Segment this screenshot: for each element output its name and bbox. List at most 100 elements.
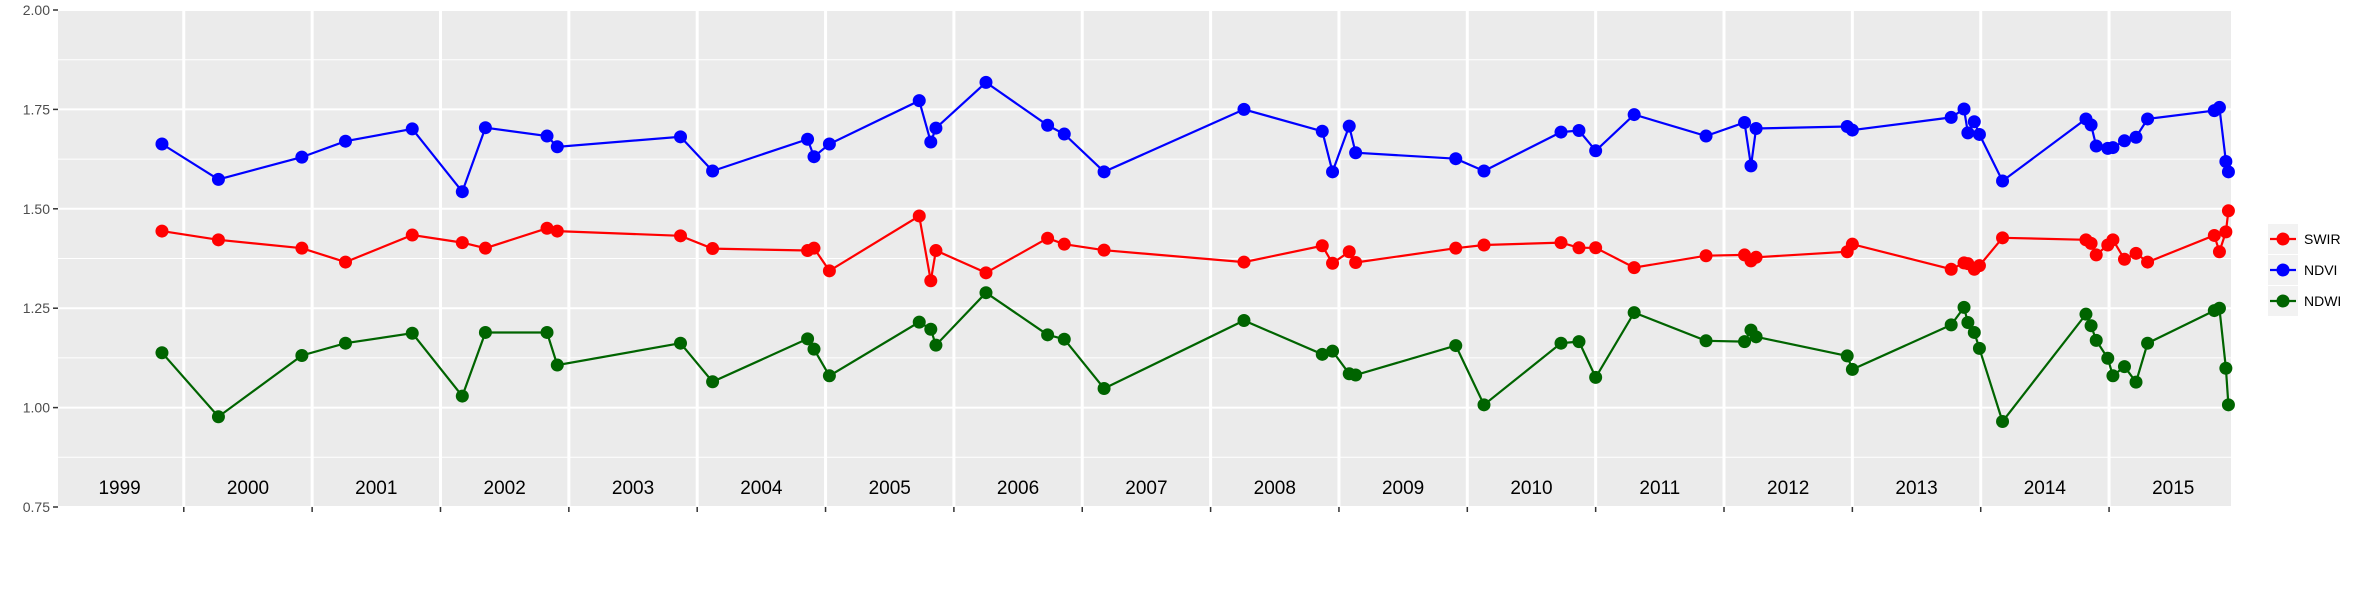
legend: SWIR NDVI NDWI (2268, 224, 2341, 316)
data-point-ndvi (1589, 144, 1603, 158)
data-point-ndwi (706, 375, 720, 389)
data-point-ndvi (455, 185, 469, 199)
y-tick-label: 1.00 (23, 400, 50, 416)
data-point-swir (912, 209, 926, 223)
data-point-swir (822, 264, 836, 278)
legend-item-ndwi: NDWI (2268, 286, 2341, 316)
data-point-ndvi (1477, 164, 1491, 178)
data-point-ndvi (1572, 123, 1586, 137)
legend-key-point (2276, 232, 2290, 246)
series-ndwi (155, 286, 2235, 429)
data-point-ndvi (2089, 139, 2103, 153)
data-point-swir (2212, 245, 2226, 259)
data-point-ndvi (1972, 127, 1986, 141)
legend-label: NDWI (2304, 293, 2341, 309)
data-point-ndwi (1572, 335, 1586, 349)
data-point-ndwi (1349, 368, 1363, 382)
data-point-ndwi (1845, 362, 1859, 376)
year-label: 2009 (1382, 478, 1424, 499)
data-point-ndwi (550, 358, 564, 372)
data-point-ndvi (211, 172, 225, 186)
year-label: 2010 (1510, 478, 1552, 499)
data-point-ndwi (1957, 300, 1971, 314)
data-point-ndwi (2101, 351, 2115, 365)
data-point-swir (1845, 237, 1859, 251)
data-point-swir (478, 241, 492, 255)
data-point-ndvi (1996, 174, 2010, 188)
data-point-swir (2084, 236, 2098, 250)
data-point-ndwi (1057, 332, 1071, 346)
data-point-ndwi (1589, 370, 1603, 384)
data-point-swir (2089, 248, 2103, 262)
data-point-swir (2129, 246, 2143, 260)
data-point-ndvi (929, 121, 943, 135)
data-point-swir (1589, 241, 1603, 255)
data-point-ndwi (1237, 314, 1251, 328)
year-label: 2004 (740, 478, 783, 499)
legend-item-ndvi: NDVI (2268, 255, 2337, 285)
data-point-swir (1041, 231, 1055, 245)
data-point-swir (405, 228, 419, 242)
data-point-swir (1749, 250, 1763, 264)
data-point-ndwi (1041, 328, 1055, 342)
data-point-swir (2221, 204, 2235, 218)
year-annotations: 1999 2000 2001 2002 2003 2004 2005 2006 2007 2008… (98, 478, 2194, 499)
data-point-ndwi (1996, 415, 2010, 429)
y-tick-label: 1.25 (23, 300, 50, 316)
year-label: 2015 (2152, 478, 2194, 499)
year-label: 2013 (1895, 478, 1937, 499)
data-point-swir (979, 266, 993, 280)
data-point-ndwi (540, 325, 554, 339)
series-layer (155, 75, 2235, 429)
data-point-ndwi (1961, 316, 1975, 330)
data-point-ndvi (2117, 134, 2131, 148)
data-point-swir (1972, 259, 1986, 273)
data-point-ndwi (929, 338, 943, 352)
data-point-swir (1237, 255, 1251, 269)
data-point-ndwi (2219, 361, 2233, 375)
legend-label: SWIR (2304, 231, 2341, 247)
data-point-ndwi (979, 286, 993, 300)
gridlines (58, 9, 2231, 508)
data-point-ndwi (924, 322, 938, 336)
year-label: 1999 (98, 478, 140, 499)
data-point-ndwi (1749, 330, 1763, 344)
data-point-swir (1627, 261, 1641, 275)
data-point-ndwi (1326, 344, 1340, 358)
data-point-ndvi (1744, 159, 1758, 173)
data-point-ndvi (706, 164, 720, 178)
data-point-ndvi (1749, 121, 1763, 135)
data-point-swir (2141, 255, 2155, 269)
data-point-ndvi (295, 150, 309, 164)
data-point-ndvi (339, 134, 353, 148)
data-point-ndvi (1738, 116, 1752, 130)
y-axis: 0.75 1.00 1.25 1.50 1.75 2.00 (23, 2, 58, 515)
data-point-ndvi (801, 132, 815, 146)
data-point-swir (929, 244, 943, 258)
data-point-ndvi (155, 137, 169, 151)
data-point-ndvi (807, 150, 821, 164)
data-point-ndwi (1097, 382, 1111, 396)
data-point-swir (674, 229, 688, 243)
data-point-ndvi (822, 137, 836, 151)
data-point-ndwi (295, 349, 309, 363)
data-point-swir (550, 224, 564, 238)
data-point-swir (1699, 249, 1713, 263)
data-point-ndwi (822, 369, 836, 383)
data-point-swir (1326, 256, 1340, 270)
data-point-ndvi (1967, 115, 1981, 129)
data-point-swir (1349, 255, 1363, 269)
data-point-ndvi (2221, 165, 2235, 179)
data-point-ndwi (1944, 318, 1958, 332)
data-point-ndvi (1326, 165, 1340, 179)
data-point-ndvi (1237, 102, 1251, 116)
data-point-ndvi (540, 129, 554, 143)
year-label: 2008 (1254, 478, 1296, 499)
data-point-ndvi (674, 130, 688, 144)
data-point-ndwi (2084, 319, 2098, 333)
data-point-swir (1477, 238, 1491, 252)
data-point-ndwi (912, 315, 926, 329)
data-point-swir (1944, 262, 1958, 276)
data-point-ndvi (979, 75, 993, 89)
year-label: 2012 (1767, 478, 1809, 499)
